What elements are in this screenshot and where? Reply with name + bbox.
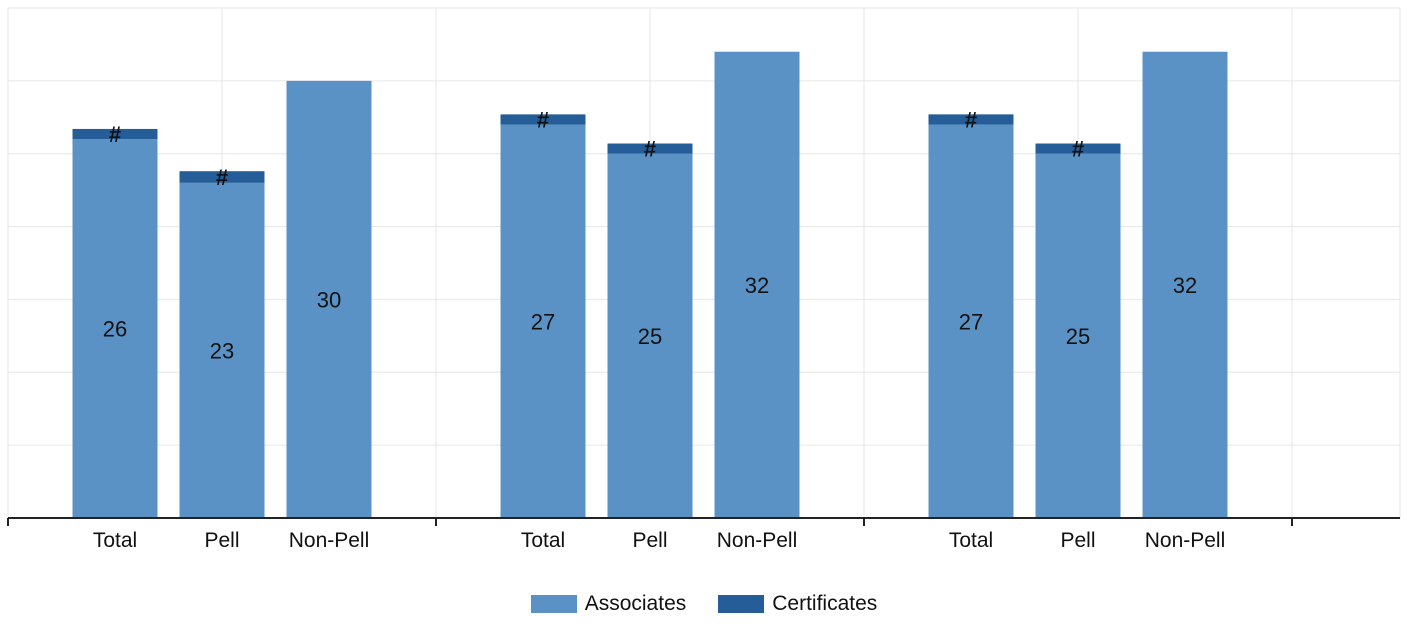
bar-g3-total-associates xyxy=(928,124,1014,519)
bar-g2-total-certificates-label: # xyxy=(537,107,549,132)
label-layer: 26 # Total 23 # Pell 30 Non-Pell 27 # Total 25 # Pell… xyxy=(93,107,1225,552)
bar-g3-pell-associates xyxy=(1035,153,1121,518)
bar-g3-pell-certificates-label: # xyxy=(1072,137,1084,162)
bar-g1-non-pell-associates-label: 30 xyxy=(317,287,341,312)
x-tick-g1-pell: Pell xyxy=(204,529,239,552)
bar-layer xyxy=(72,51,1228,519)
bar-g2-pell-certificates-label: # xyxy=(644,137,656,162)
stacked-bar-chart: 26 # Total 23 # Pell 30 Non-Pell 27 # Total 25 # Pell… xyxy=(7,7,1401,552)
x-axis xyxy=(7,517,1400,526)
legend-item-certificates: Certificates xyxy=(718,592,877,616)
x-tick-g2-total: Total xyxy=(521,529,565,552)
legend: Associates Certificates xyxy=(0,592,1408,616)
bar-g1-non-pell-associates xyxy=(286,80,372,518)
bar-g3-total-certificates-label: # xyxy=(965,107,977,132)
bar-g2-pell-associates-label: 25 xyxy=(638,324,662,349)
bar-g3-total-associates-label: 27 xyxy=(959,309,983,334)
x-tick-g2-pell: Pell xyxy=(632,529,667,552)
bar-g1-pell-associates-label: 23 xyxy=(210,338,234,363)
legend-label-associates: Associates xyxy=(584,592,687,615)
bar-g1-pell-associates xyxy=(179,182,265,518)
x-tick-g3-pell: Pell xyxy=(1060,529,1095,552)
x-tick-g3-total: Total xyxy=(949,529,993,552)
x-tick-g2-non-pell: Non-Pell xyxy=(717,529,798,552)
x-tick-g1-non-pell: Non-Pell xyxy=(289,529,370,552)
bar-g1-total-associates xyxy=(72,139,158,518)
bar-g3-total-certificates xyxy=(928,114,1014,125)
bar-g2-total-certificates xyxy=(500,114,586,125)
bar-g3-non-pell-associates xyxy=(1142,51,1228,518)
x-tick-g3-non-pell: Non-Pell xyxy=(1145,529,1226,552)
bar-g3-non-pell-associates-label: 32 xyxy=(1173,273,1197,298)
bar-g2-pell-associates xyxy=(607,153,693,518)
bar-g1-pell-certificates-label: # xyxy=(216,165,228,190)
bar-g3-pell-associates-label: 25 xyxy=(1066,324,1090,349)
legend-swatch-associates xyxy=(530,595,577,613)
legend-swatch-certificates xyxy=(718,595,765,613)
bar-g1-total-certificates xyxy=(72,128,158,140)
legend-label-certificates: Certificates xyxy=(772,592,878,615)
bar-g3-pell-certificates xyxy=(1035,143,1121,154)
bar-g2-non-pell-associates xyxy=(714,51,800,518)
x-tick-g1-total: Total xyxy=(93,529,137,552)
legend-item-associates: Associates xyxy=(530,592,687,616)
bar-g1-total-associates-label: 26 xyxy=(103,317,127,342)
bar-g1-total-certificates-label: # xyxy=(109,122,121,147)
bar-g2-total-associates-label: 27 xyxy=(531,309,555,334)
bar-g2-pell-certificates xyxy=(607,143,693,154)
bar-g2-total-associates xyxy=(500,124,586,519)
bar-g1-pell-certificates xyxy=(179,171,265,183)
bar-g2-non-pell-associates-label: 32 xyxy=(745,273,769,298)
